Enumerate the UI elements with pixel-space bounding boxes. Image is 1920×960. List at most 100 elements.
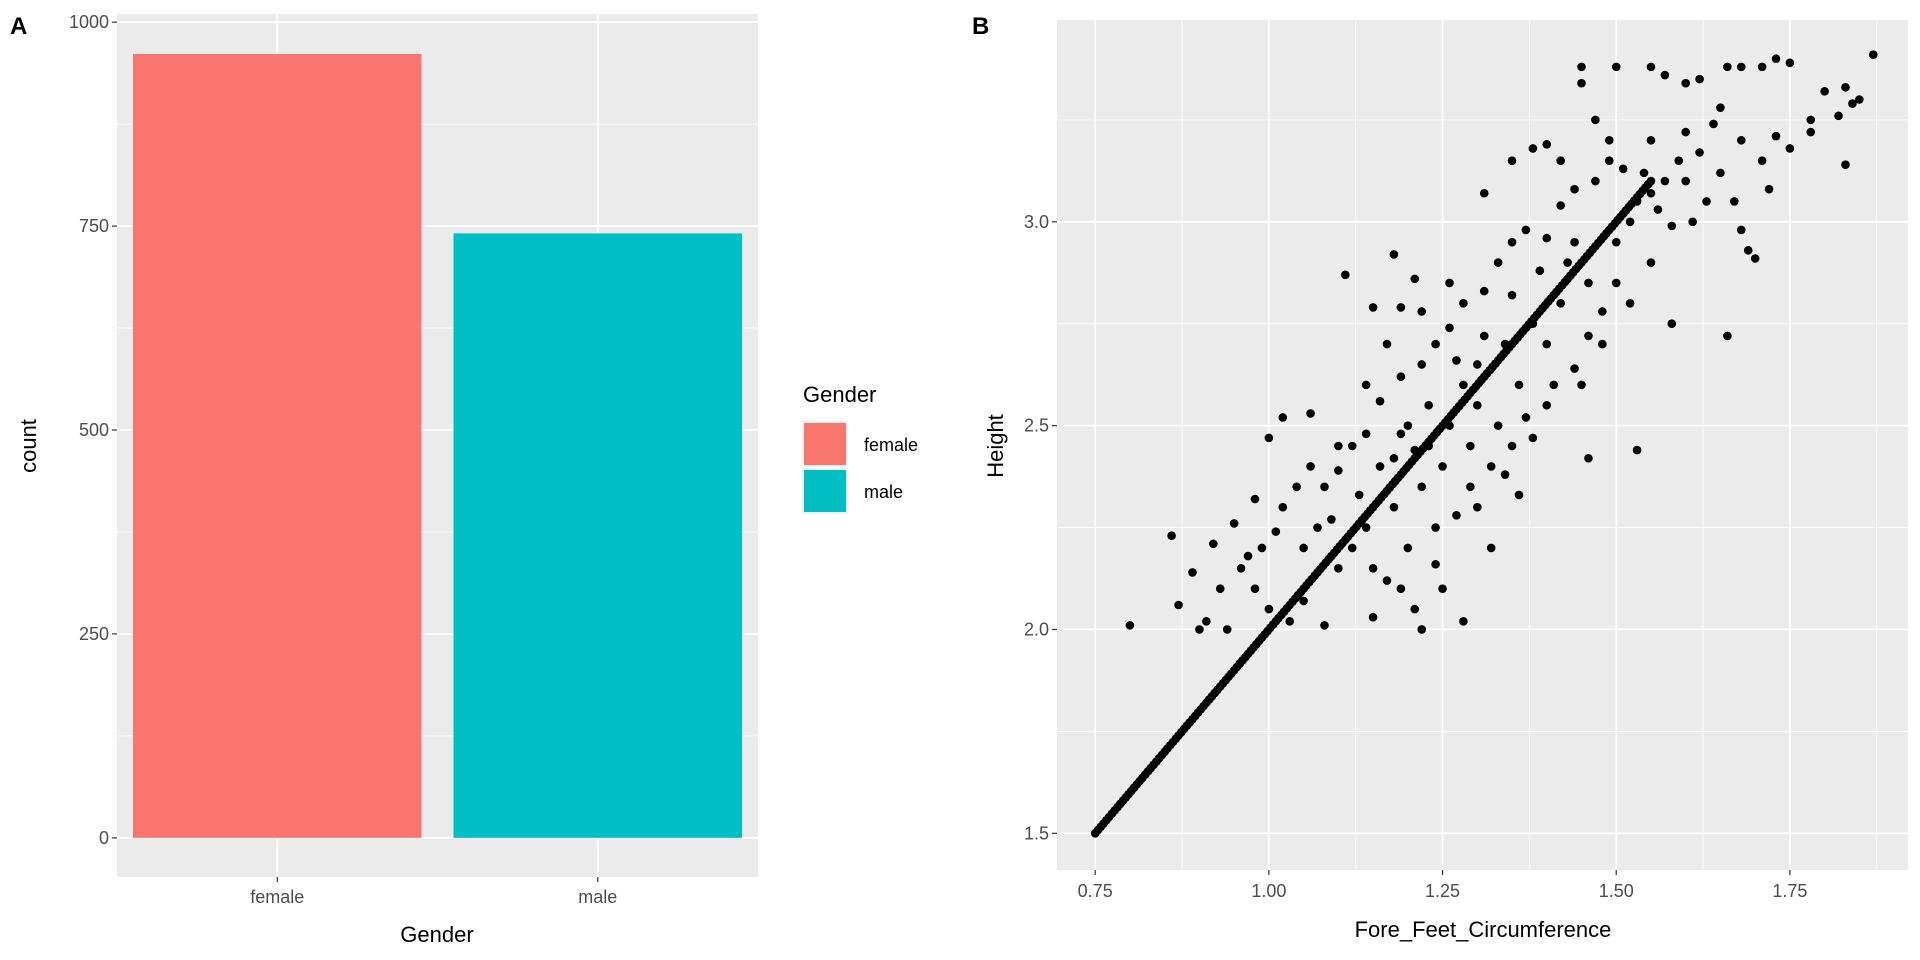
data-point [1764,184,1774,194]
data-point [1410,604,1420,614]
data-point [1556,156,1565,165]
data-point [1646,176,1656,186]
data-point [1611,237,1621,247]
data-point [1396,372,1406,382]
data-point [1327,515,1336,524]
data-point [1368,303,1378,312]
data-point [1445,278,1454,288]
data-point [1521,413,1531,422]
data-point [1556,201,1565,210]
data-point [1417,307,1427,316]
data-point [1188,568,1197,577]
data-point [1424,400,1433,410]
y-tick-label: 0 [99,828,109,848]
data-point [1174,600,1183,610]
data-point [1570,184,1579,194]
y-axis-title-b: Height [983,414,1008,478]
scatter-points [1090,50,1878,838]
x-tick-label: 1.25 [1425,881,1460,901]
data-point [1361,523,1371,532]
data-point [1264,604,1274,614]
data-point [1389,250,1399,259]
data-point [1125,621,1135,630]
data-point [1625,217,1635,227]
legend-title: Gender [803,382,876,407]
data-point [1486,543,1496,553]
data-point [1841,160,1850,170]
data-point [1264,433,1274,443]
data-point [1243,551,1253,561]
data-point [1570,364,1579,373]
data-point [1334,441,1343,451]
data-point [1632,197,1642,206]
panel-tag-b: B [972,13,989,40]
ticks-b: 0.75 1.00 1.25 1.50 1.75 1.5 2.0 2.5 3.0 [1024,212,1807,901]
data-point [1445,323,1454,333]
data-point [1535,266,1545,276]
data-point [1340,270,1350,280]
data-point [1250,584,1260,594]
data-point [1354,490,1364,500]
y-tick-label: 2.5 [1024,416,1049,436]
data-point [1445,421,1454,430]
data-point [1757,62,1767,72]
data-point [1334,466,1343,475]
data-point [1716,168,1725,178]
data-point [1806,115,1816,125]
data-point [1472,360,1482,369]
data-point [1514,380,1524,390]
panel-tag-a: A [10,13,27,40]
data-point [1542,140,1552,149]
data-point [1452,511,1461,520]
data-point [1431,559,1440,569]
data-point [1250,494,1260,504]
data-point [1507,441,1517,451]
data-point [1549,380,1559,390]
data-point [1306,409,1315,418]
data-point [1528,433,1538,443]
data-point [1820,87,1829,96]
data-point [1625,299,1635,308]
data-point [1646,188,1656,198]
data-point [1410,445,1420,455]
y-axis-title-a: count [16,419,41,473]
data-point [1368,564,1378,573]
data-point [1855,95,1864,104]
data-point [1681,176,1690,186]
data-point [1493,258,1503,267]
data-point [1507,290,1517,300]
data-point [1417,360,1427,369]
data-point [1528,319,1538,329]
y-tick-label: 750 [79,216,109,236]
data-point [1723,331,1732,341]
data-point [1500,470,1510,479]
data-point [1396,303,1406,312]
data-point [1611,278,1621,288]
data-point [1257,543,1267,553]
data-point [1688,217,1697,227]
data-point [1785,144,1795,153]
data-point [1507,156,1517,165]
y-tick-label: 250 [79,624,109,644]
data-point [1438,584,1447,594]
data-point [1542,233,1552,243]
data-point [1368,612,1378,622]
data-point [1736,62,1746,72]
data-point [1389,453,1399,463]
data-point [1646,258,1656,267]
data-point [1584,278,1593,288]
data-point [1306,462,1315,471]
data-point [1584,453,1593,463]
data-point [1417,625,1427,634]
data-point [1507,237,1517,247]
ticks-a: 0 250 500 750 1000 female male [69,12,617,907]
data-point [1598,339,1607,349]
data-point [1292,482,1301,492]
data-point [1215,584,1225,594]
data-point [1466,441,1475,451]
data-point [1403,421,1413,430]
data-point [1618,164,1628,174]
data-point [1466,482,1475,492]
data-point [1646,135,1656,145]
